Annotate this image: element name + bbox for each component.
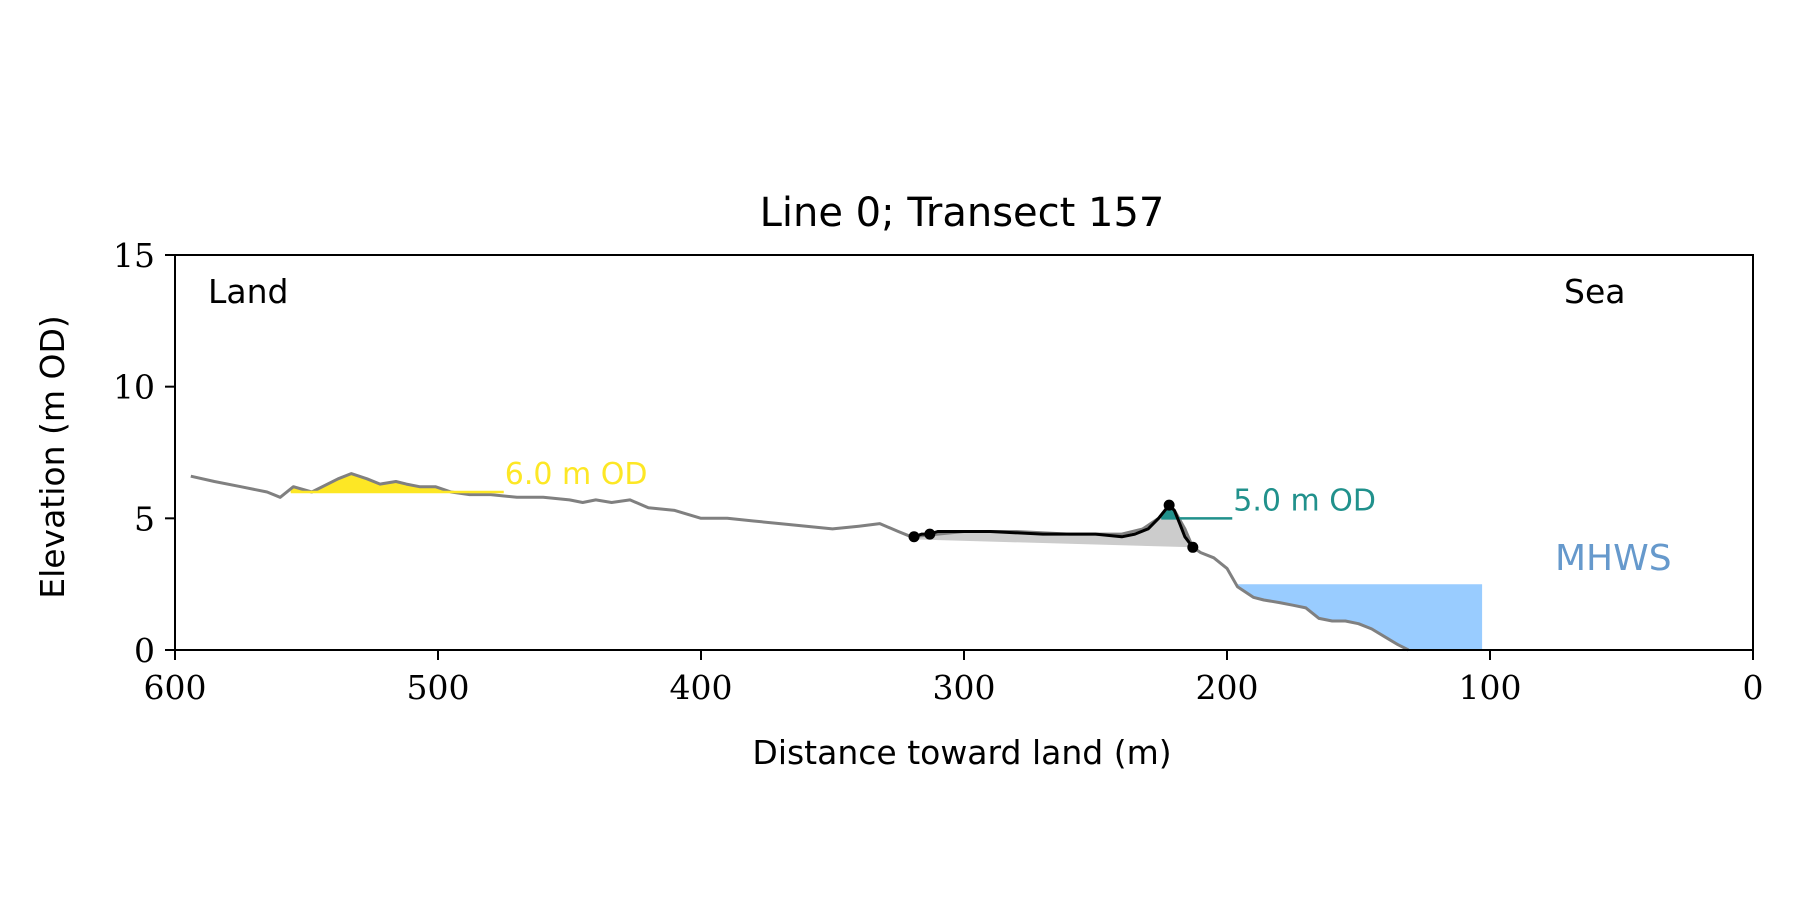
dune-point <box>1187 541 1199 553</box>
chart-title: Line 0; Transect 157 <box>760 190 1165 236</box>
contour-fill-low <box>1158 505 1185 519</box>
contour-label-high: 6.0 m OD <box>505 457 648 492</box>
x-tick-label: 200 <box>1196 668 1259 707</box>
y-tick-label: 0 <box>134 631 155 670</box>
dune-line <box>913 503 1194 549</box>
x-tick-label: 300 <box>933 668 996 707</box>
x-tick-label: 100 <box>1459 668 1522 707</box>
x-tick-label: 400 <box>670 668 733 707</box>
contour-label-low: 5.0 m OD <box>1233 483 1376 518</box>
dune-point <box>908 531 920 543</box>
x-tick-label: 600 <box>144 668 207 707</box>
sea-label: Sea <box>1564 272 1625 311</box>
y-tick-label: 10 <box>113 368 155 407</box>
y-axis-label: Elevation (m OD) <box>33 315 72 599</box>
plot-frame <box>174 254 1754 651</box>
x-tick-label: 500 <box>407 668 470 707</box>
dune-point <box>1163 499 1175 511</box>
mhws-water-fill <box>1232 584 1483 650</box>
y-tick-label: 15 <box>113 236 155 275</box>
line-layer: 6.0 m OD 5.0 m OD MHWS <box>190 457 1672 652</box>
land-label: Land <box>208 272 288 311</box>
dune-point <box>924 528 936 540</box>
tick-layer: 600 500 400 300 200 100 0 0 5 10 15 <box>113 236 1764 707</box>
y-tick-label: 5 <box>134 499 155 538</box>
x-tick-label: 0 <box>1743 668 1764 707</box>
profile-line <box>190 472 1410 652</box>
x-axis-label: Distance toward land (m) <box>752 733 1171 772</box>
mhws-label: MHWS <box>1555 538 1672 579</box>
